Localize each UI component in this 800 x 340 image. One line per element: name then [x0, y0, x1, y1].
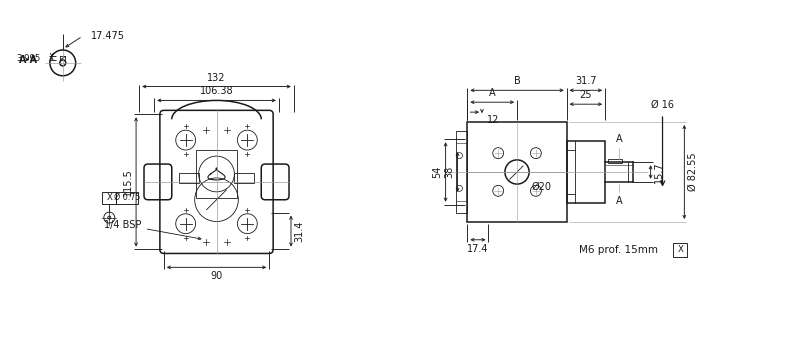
Text: A: A [615, 195, 622, 206]
Text: Ø20: Ø20 [531, 182, 551, 192]
Text: 132: 132 [207, 72, 226, 83]
Text: Ø 16: Ø 16 [651, 100, 674, 110]
Text: 17.475: 17.475 [90, 31, 125, 41]
Text: 106.38: 106.38 [200, 86, 234, 97]
Text: A: A [489, 88, 495, 98]
Bar [234, 173, 254, 183]
Bar [455, 131, 467, 213]
Text: X: X [106, 193, 112, 202]
Bar [179, 173, 198, 183]
Bar [196, 150, 238, 198]
Text: 15.7: 15.7 [654, 161, 664, 183]
Text: X: X [678, 245, 683, 254]
Text: 31.4: 31.4 [294, 220, 304, 242]
Text: 31.7: 31.7 [575, 76, 597, 86]
Text: 54: 54 [433, 166, 442, 178]
Bar [102, 192, 116, 204]
Text: 1/4 BSP: 1/4 BSP [104, 220, 201, 240]
Text: 3.995: 3.995 [17, 54, 41, 63]
Text: 25: 25 [579, 90, 592, 100]
Text: 90: 90 [210, 271, 222, 281]
Text: Ø 82.55: Ø 82.55 [687, 153, 698, 191]
Bar [467, 122, 566, 222]
Bar [116, 192, 138, 204]
Text: A: A [615, 134, 622, 144]
Bar [674, 243, 687, 257]
Bar [608, 159, 622, 163]
Text: A-A: A-A [19, 55, 38, 65]
Text: 12: 12 [486, 115, 499, 125]
Text: 115.5: 115.5 [123, 168, 133, 196]
Text: 38: 38 [445, 166, 454, 178]
Text: M6 prof. 15mm: M6 prof. 15mm [578, 245, 658, 255]
Text: 17.4: 17.4 [467, 244, 489, 254]
Text: Ø 0.75: Ø 0.75 [114, 193, 140, 202]
Text: B: B [514, 76, 521, 86]
Bar [566, 141, 605, 203]
